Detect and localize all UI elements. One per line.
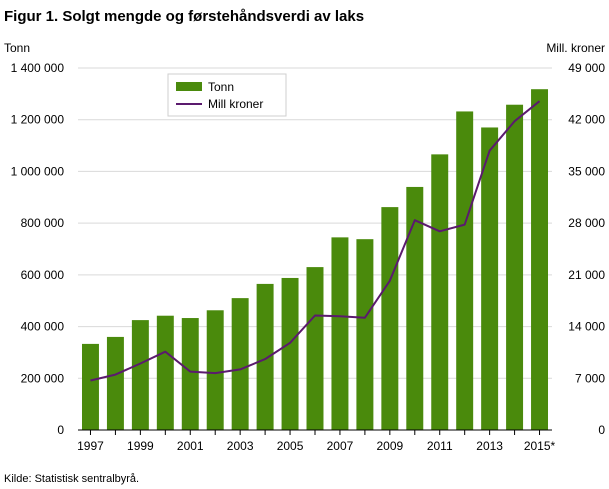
y-tick-label-right: 35 000	[568, 164, 605, 178]
bar	[481, 127, 499, 430]
bar	[356, 239, 374, 430]
y-tick-label-right: 0	[598, 423, 605, 437]
y-tick-label-right: 21 000	[568, 268, 605, 282]
y-tick-label-left: 1 000 000	[11, 164, 65, 178]
legend-label-bar: Tonn	[208, 80, 234, 94]
source-note: Kilde: Statistisk sentralbyrå.	[4, 473, 140, 485]
y-tick-label-left: 1 200 000	[11, 113, 65, 127]
x-tick-label: 2011	[427, 439, 453, 453]
y-tick-label-left: 0	[57, 423, 64, 437]
x-tick-label: 2005	[277, 439, 304, 453]
y-tick-label-right: 14 000	[568, 320, 605, 334]
x-tick-label: 2015*	[524, 439, 556, 453]
bar	[531, 89, 549, 431]
x-tick-label: 2013	[476, 439, 503, 453]
y-tick-label-right: 42 000	[568, 113, 605, 127]
bar	[131, 320, 149, 430]
y-tick-label-left: 800 000	[21, 216, 65, 230]
x-tick-label: 1999	[127, 439, 154, 453]
bar	[231, 298, 249, 430]
x-tick-label: 2001	[177, 439, 204, 453]
bar	[506, 104, 524, 431]
y-tick-label-left: 1 400 000	[11, 61, 65, 75]
chart-title: Figur 1. Solgt mengde og førstehåndsverd…	[4, 8, 365, 25]
x-tick-label: 2007	[327, 439, 354, 453]
bar	[306, 267, 324, 430]
x-tick-label: 2003	[227, 439, 254, 453]
bar	[406, 186, 424, 430]
y-tick-label-left: 400 000	[21, 320, 65, 334]
x-tick-label: 2009	[376, 439, 403, 453]
bar	[206, 310, 224, 430]
y-axis-left-label: Tonn	[4, 41, 31, 55]
legend-box	[167, 73, 287, 117]
y-axis-right-label: Mill. kroner	[546, 41, 605, 55]
bar	[156, 315, 174, 430]
bar	[181, 318, 199, 430]
x-tick-label: 1997	[77, 439, 104, 453]
y-tick-label-right: 28 000	[568, 216, 605, 230]
y-tick-label-left: 600 000	[21, 268, 65, 282]
bar	[431, 154, 449, 430]
bar	[256, 283, 274, 430]
y-tick-label-left: 200 000	[21, 371, 65, 385]
bar	[81, 343, 99, 430]
legend-label-line: Mill kroner	[208, 97, 263, 111]
y-tick-label-right: 7 000	[575, 371, 605, 385]
y-tick-label-right: 49 000	[568, 61, 605, 75]
bar	[381, 207, 399, 430]
bar	[456, 111, 474, 430]
legend-swatch-bar	[176, 82, 202, 91]
bar	[331, 237, 349, 430]
bar	[106, 336, 124, 430]
bar	[281, 277, 299, 430]
series-line	[90, 100, 541, 382]
